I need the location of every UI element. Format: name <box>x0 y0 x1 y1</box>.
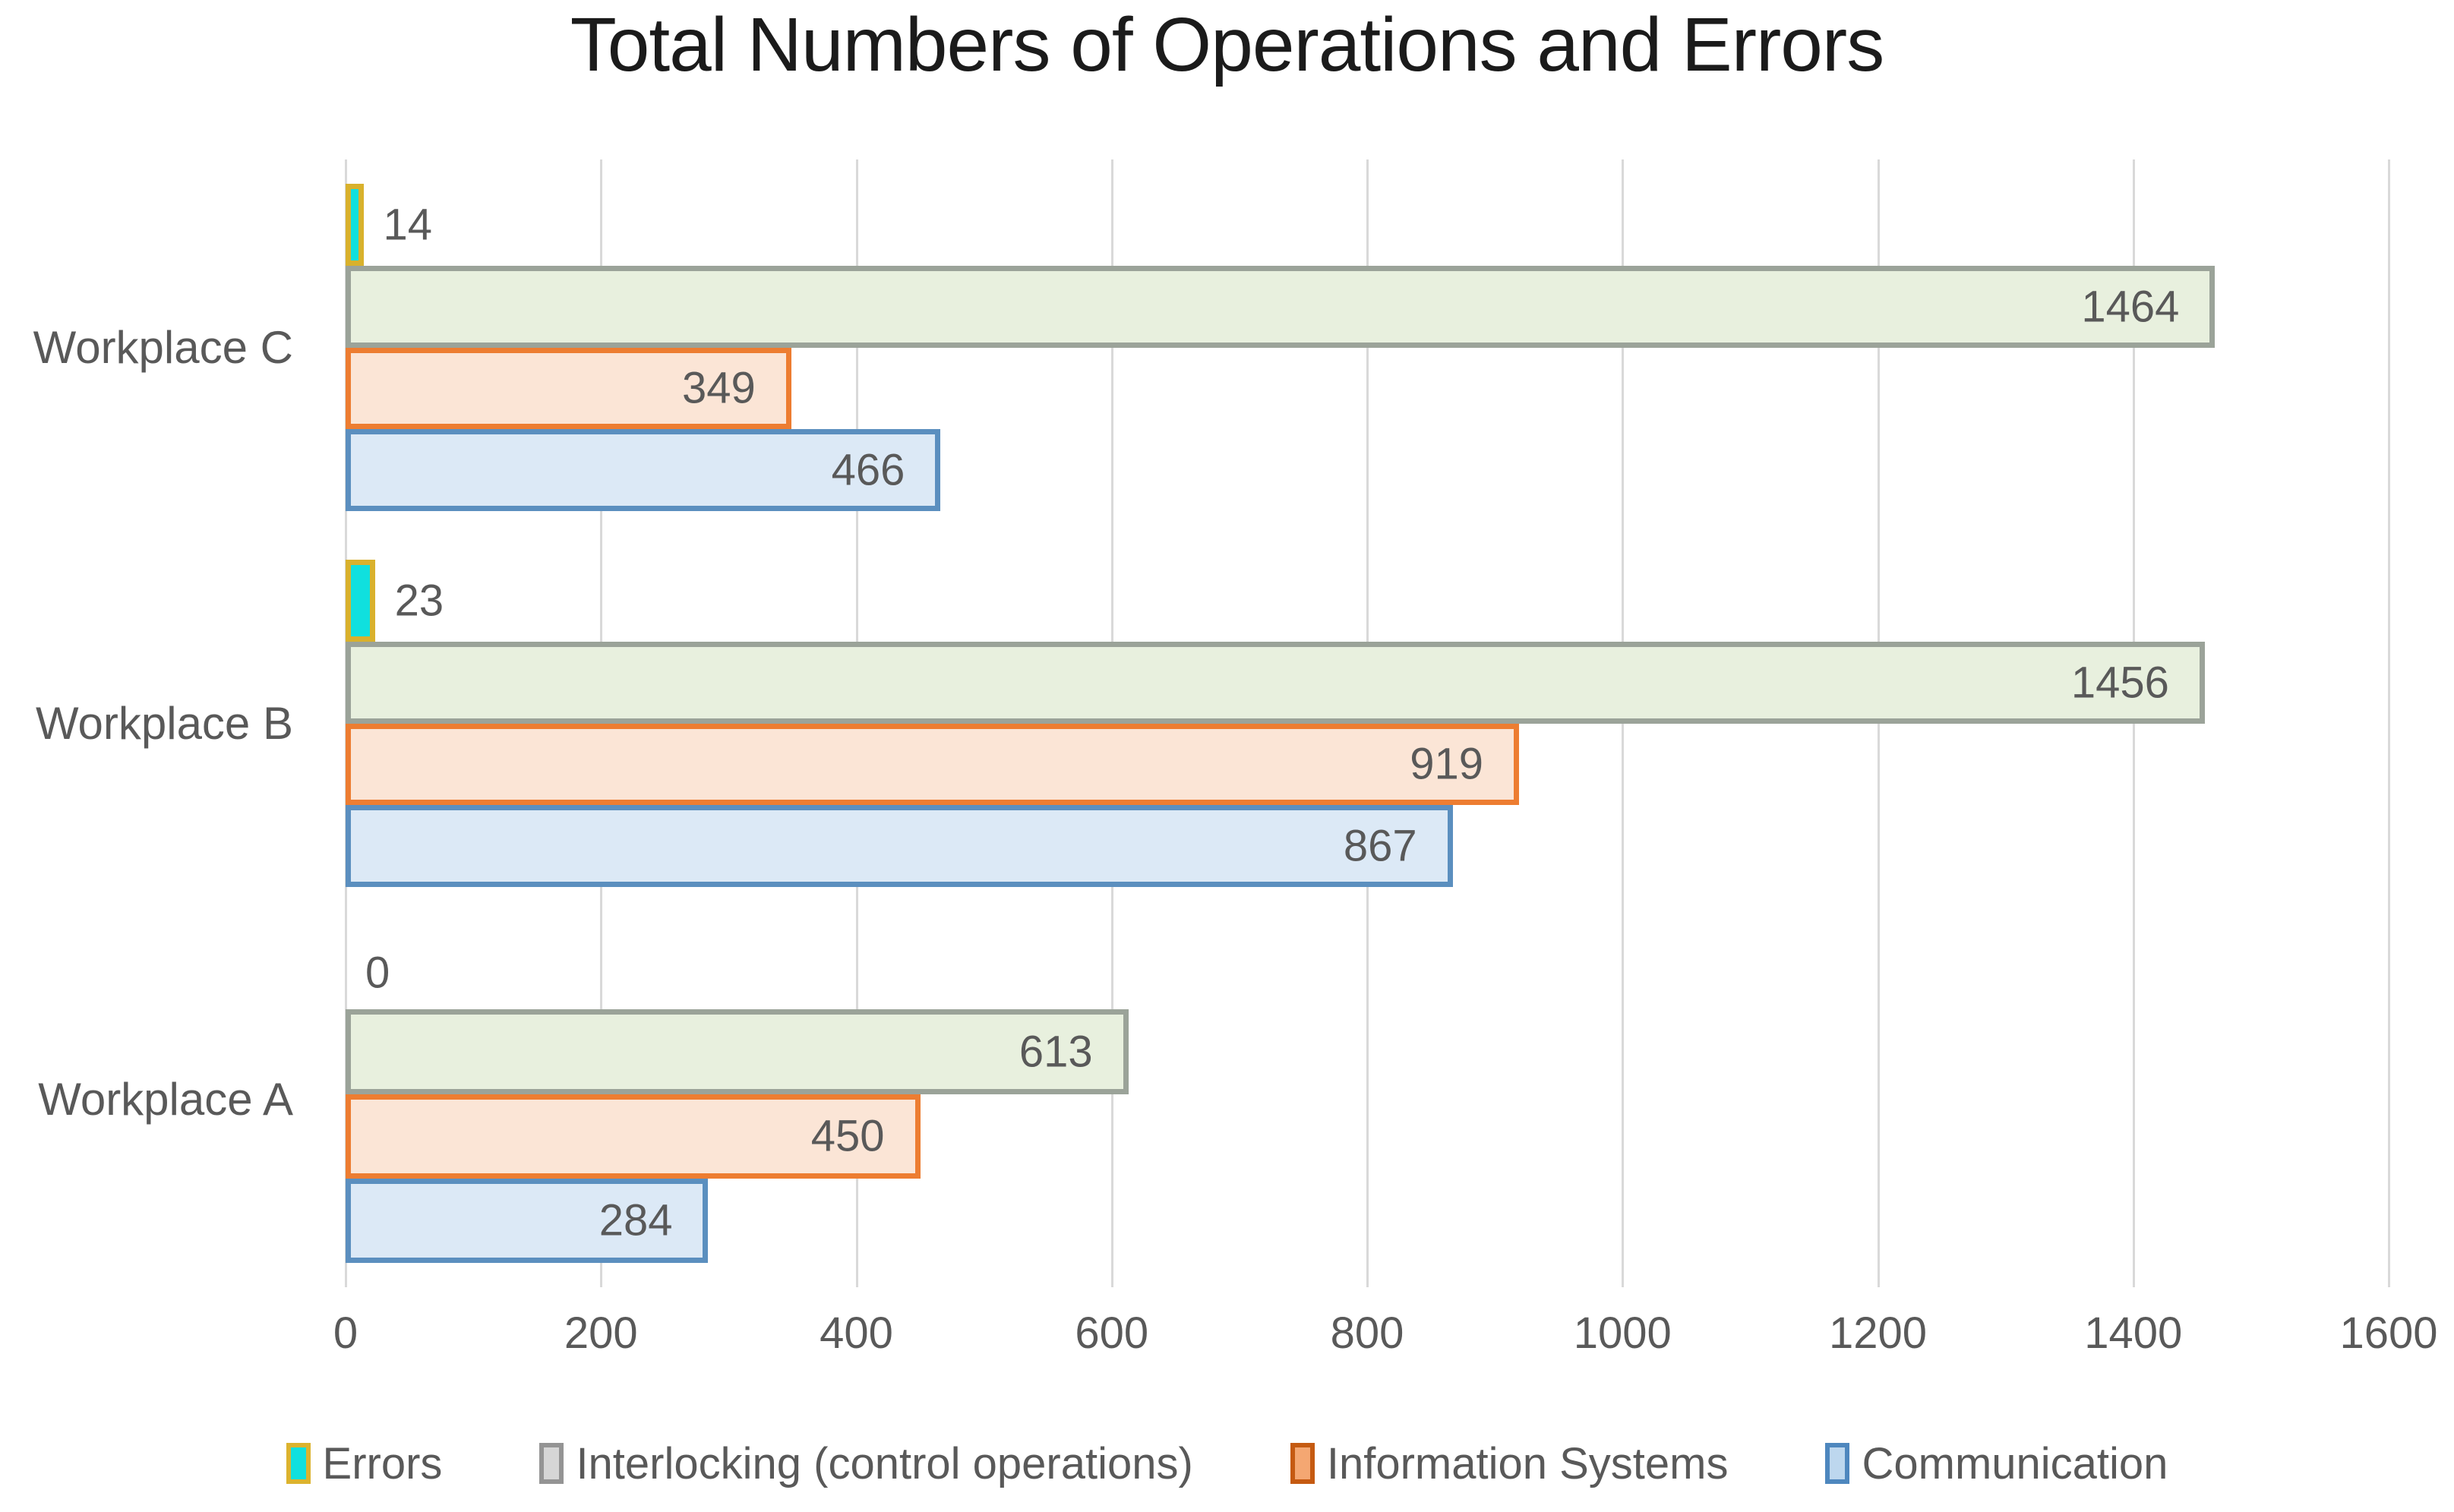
x-tick-label: 200 <box>564 1308 638 1358</box>
bar-row-interlocking: 613 <box>346 1009 2389 1094</box>
gridline <box>1622 159 1625 1287</box>
y-axis-category-labels: Workplace C Workplace B Workplace A <box>0 159 319 1287</box>
bar-interlocking[interactable]: 613 <box>346 1009 1129 1094</box>
value-label: 919 <box>1410 739 1484 789</box>
value-label: 284 <box>598 1195 673 1245</box>
bar-row-communication: 466 <box>346 429 2389 511</box>
bar-communication[interactable]: 466 <box>346 429 941 511</box>
gridline <box>1877 159 1880 1287</box>
bar-row-interlocking: 1464 <box>346 265 2389 348</box>
bar-errors[interactable] <box>346 184 364 266</box>
bar-communication[interactable]: 867 <box>346 805 1453 887</box>
gridline <box>2388 159 2390 1287</box>
legend: Errors Interlocking (control operations) I… <box>0 1422 2454 1505</box>
bar-group-workplace-a: 0 613 450 284 <box>346 911 2389 1287</box>
value-label: 0 <box>365 948 390 998</box>
legend-item-interlocking[interactable]: Interlocking (control operations) <box>539 1438 1193 1489</box>
x-tick-label: 1600 <box>2339 1308 2438 1358</box>
bar-group-workplace-c: 14 1464 349 466 <box>346 159 2389 535</box>
value-label: 1464 <box>2081 282 2180 332</box>
value-label: 450 <box>810 1111 885 1161</box>
x-axis-tick-labels: 0 200 400 600 800 1000 1200 1400 1600 <box>333 1308 2438 1368</box>
legend-label-errors: Errors <box>322 1438 443 1488</box>
gridline <box>2132 159 2135 1287</box>
bar-interlocking[interactable]: 1464 <box>346 265 2216 348</box>
value-label: 349 <box>681 363 756 413</box>
category-label: Workplace A <box>38 1074 293 1125</box>
value-label: 867 <box>1343 821 1417 871</box>
x-tick-label: 800 <box>1330 1308 1404 1358</box>
legend-label-communication: Communication <box>1862 1438 2168 1488</box>
legend-swatch-interlocking <box>539 1443 564 1484</box>
value-label: 613 <box>1019 1027 1093 1077</box>
bar-interlocking[interactable]: 1456 <box>346 641 2205 724</box>
chart-title: Total Numbers of Operations and Errors <box>570 2 1884 87</box>
x-tick-label: 0 <box>333 1308 358 1358</box>
legend-item-communication[interactable]: Communication <box>1825 1438 2168 1489</box>
bar-information_systems[interactable]: 919 <box>346 723 1520 806</box>
bar-row-information_systems: 919 <box>346 723 2389 806</box>
bar-information_systems[interactable]: 450 <box>346 1094 921 1179</box>
bar-row-information_systems: 349 <box>346 347 2389 430</box>
plot-area: 14 1464 349 466 23 1456 919 867 0 613 450 284 <box>345 159 2390 1287</box>
legend-swatch-errors <box>286 1443 311 1484</box>
legend-swatch-communication <box>1825 1443 1850 1484</box>
bar-row-errors: 14 <box>346 184 2389 266</box>
bar-group-workplace-b: 23 1456 919 867 <box>346 535 2389 911</box>
category-label: Workplace C <box>33 322 293 373</box>
bar-errors[interactable] <box>346 560 375 642</box>
x-tick-label: 400 <box>820 1308 893 1358</box>
value-label: 14 <box>383 200 433 250</box>
bar-row-communication: 867 <box>346 805 2389 887</box>
category-label-row: Workplace C <box>0 159 319 535</box>
bar-row-errors: 0 <box>346 936 2389 1009</box>
legend-label-interlocking: Interlocking (control operations) <box>576 1438 1193 1488</box>
legend-label-information_systems: Information Systems <box>1326 1438 1729 1488</box>
x-tick-label: 1400 <box>2084 1308 2183 1358</box>
legend-item-information_systems[interactable]: Information Systems <box>1290 1438 1729 1489</box>
bar-information_systems[interactable]: 349 <box>346 347 791 430</box>
category-label-row: Workplace A <box>0 911 319 1287</box>
category-label-row: Workplace B <box>0 535 319 911</box>
value-label: 23 <box>394 576 444 626</box>
x-tick-label: 1200 <box>1828 1308 1928 1358</box>
legend-swatch-information_systems <box>1290 1443 1315 1484</box>
bar-row-communication: 284 <box>346 1178 2389 1263</box>
legend-item-errors[interactable]: Errors <box>286 1438 443 1489</box>
x-tick-label: 600 <box>1075 1308 1149 1358</box>
value-label: 1456 <box>2070 658 2169 708</box>
bar-communication[interactable]: 284 <box>346 1178 709 1263</box>
x-tick-label: 1000 <box>1573 1308 1672 1358</box>
category-label: Workplace B <box>35 698 293 749</box>
bar-row-interlocking: 1456 <box>346 641 2389 724</box>
value-label: 466 <box>831 445 905 495</box>
bar-row-information_systems: 450 <box>346 1094 2389 1179</box>
bar-row-errors: 23 <box>346 560 2389 642</box>
